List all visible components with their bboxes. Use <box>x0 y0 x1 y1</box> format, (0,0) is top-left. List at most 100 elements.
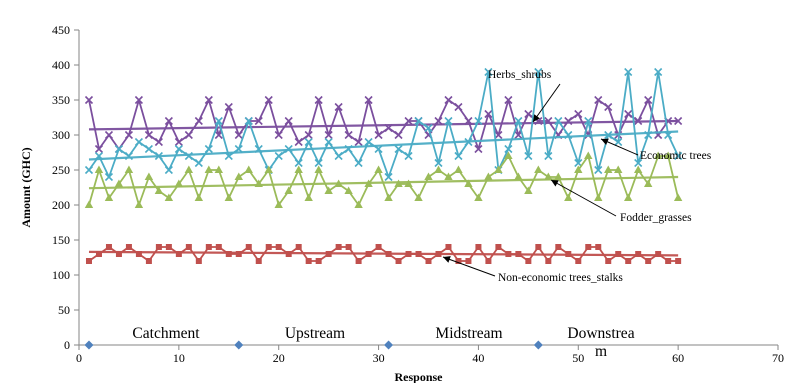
data-point-fodder-grasses <box>663 151 673 159</box>
data-point-economic-trees <box>444 116 453 126</box>
y-tick-label: 450 <box>52 23 70 37</box>
data-point-non-economic-trees-stalks <box>185 244 192 250</box>
y-tick-label: 0 <box>64 338 70 352</box>
x-tick-label: 20 <box>273 351 285 365</box>
data-point-fodder-grasses <box>524 186 533 194</box>
data-point-economic-trees <box>274 151 283 161</box>
annotation-arrow-fodder-grasses <box>550 179 617 217</box>
data-point-fodder-grasses <box>324 186 333 194</box>
data-point-fodder-grasses <box>304 193 313 201</box>
data-point-fodder-grasses <box>204 165 214 173</box>
data-point-economic-trees <box>674 151 683 161</box>
annotation-arrow-herbs-shrubs <box>532 83 561 123</box>
data-point-non-economic-trees-stalks <box>495 244 502 250</box>
annotation-label-non-economic-trees-stalks: Non-economic trees_stalks <box>498 272 623 284</box>
annotation-label-herbs-shrubs: Herbs_shrubs <box>488 69 552 81</box>
data-point-herbs-shrubs <box>324 130 333 140</box>
data-point-herbs-shrubs <box>574 109 583 119</box>
trendline-fodder-grasses <box>88 175 679 190</box>
data-point-herbs-shrubs <box>124 130 133 140</box>
data-point-herbs-shrubs <box>94 144 104 154</box>
annotation-layer: Herbs_shrubs Economic trees Fodder_grasses… <box>442 69 712 284</box>
data-point-herbs-shrubs <box>284 116 293 126</box>
data-point-herbs-shrubs <box>334 102 343 112</box>
data-point-economic-trees <box>514 116 523 126</box>
data-point-fodder-grasses <box>574 165 583 173</box>
data-point-herbs-shrubs <box>674 116 683 126</box>
data-point-herbs-shrubs <box>504 95 513 105</box>
series-non-economic-trees-stalks <box>85 244 682 264</box>
data-point-fodder-grasses <box>174 179 184 187</box>
data-point-herbs-shrubs <box>164 116 173 126</box>
data-point-non-economic-trees-stalks <box>635 251 642 257</box>
region-marker-downstrea <box>533 340 543 350</box>
data-point-herbs-shrubs <box>134 95 143 105</box>
data-point-herbs-shrubs <box>294 137 303 147</box>
data-point-non-economic-trees-stalks <box>305 258 312 264</box>
data-point-fodder-grasses <box>124 165 134 173</box>
data-point-economic-trees <box>354 158 363 168</box>
data-point-fodder-grasses <box>234 172 243 180</box>
data-point-herbs-shrubs <box>344 130 353 140</box>
data-point-economic-trees <box>534 67 543 77</box>
data-point-non-economic-trees-stalks <box>625 258 632 264</box>
data-point-fodder-grasses <box>384 193 393 201</box>
data-point-non-economic-trees-stalks <box>265 244 272 250</box>
data-point-fodder-grasses <box>194 193 204 201</box>
annotation-arrowhead-non-economic-trees-stalks <box>443 256 451 263</box>
data-point-fodder-grasses <box>284 186 293 194</box>
data-point-economic-trees <box>194 158 203 168</box>
data-point-herbs-shrubs <box>474 144 483 154</box>
data-point-fodder-grasses <box>454 165 463 173</box>
data-point-non-economic-trees-stalks <box>275 244 282 250</box>
annotation-arrow-non-economic-trees-stalks <box>442 256 496 277</box>
data-point-fodder-grasses <box>653 151 663 159</box>
data-point-herbs-shrubs <box>194 116 203 126</box>
data-point-fodder-grasses <box>484 172 493 180</box>
annotation-label-fodder-grasses: Fodder_grasses <box>620 212 692 224</box>
data-point-fodder-grasses <box>244 165 253 173</box>
data-point-fodder-grasses <box>594 193 603 201</box>
data-point-non-economic-trees-stalks <box>95 251 102 257</box>
y-tick-label: 350 <box>52 93 70 107</box>
data-point-non-economic-trees-stalks <box>395 258 402 264</box>
data-point-non-economic-trees-stalks <box>655 251 662 257</box>
data-point-economic-trees <box>484 67 493 77</box>
data-point-fodder-grasses <box>294 165 303 173</box>
series-layer <box>84 67 683 264</box>
data-point-herbs-shrubs <box>274 130 283 140</box>
data-point-herbs-shrubs <box>204 95 213 105</box>
data-point-herbs-shrubs <box>444 95 453 105</box>
data-point-herbs-shrubs <box>174 137 183 147</box>
data-point-non-economic-trees-stalks <box>585 244 592 250</box>
data-point-non-economic-trees-stalks <box>225 251 232 257</box>
data-point-fodder-grasses <box>144 172 154 180</box>
data-point-fodder-grasses <box>84 200 94 208</box>
data-point-herbs-shrubs <box>454 102 463 112</box>
data-point-non-economic-trees-stalks <box>215 244 222 250</box>
data-point-non-economic-trees-stalks <box>535 244 542 250</box>
data-point-economic-trees <box>314 158 323 168</box>
data-point-fodder-grasses <box>94 165 104 173</box>
data-point-non-economic-trees-stalks <box>165 244 172 250</box>
data-point-herbs-shrubs <box>154 137 163 147</box>
data-point-economic-trees <box>294 158 303 168</box>
data-point-fodder-grasses <box>424 172 433 180</box>
data-point-economic-trees <box>324 137 333 147</box>
data-point-non-economic-trees-stalks <box>85 258 92 264</box>
data-point-economic-trees <box>244 116 253 126</box>
data-point-herbs-shrubs <box>264 95 273 105</box>
data-point-non-economic-trees-stalks <box>195 258 202 264</box>
data-point-non-economic-trees-stalks <box>235 251 242 257</box>
data-point-economic-trees <box>594 165 603 175</box>
data-point-economic-trees <box>144 144 153 154</box>
data-point-fodder-grasses <box>604 165 613 173</box>
data-point-herbs-shrubs <box>184 130 193 140</box>
data-point-non-economic-trees-stalks <box>135 251 142 257</box>
data-point-non-economic-trees-stalks <box>255 258 262 264</box>
data-point-fodder-grasses <box>184 165 194 173</box>
data-point-economic-trees <box>304 137 313 147</box>
data-point-economic-trees <box>584 116 593 126</box>
